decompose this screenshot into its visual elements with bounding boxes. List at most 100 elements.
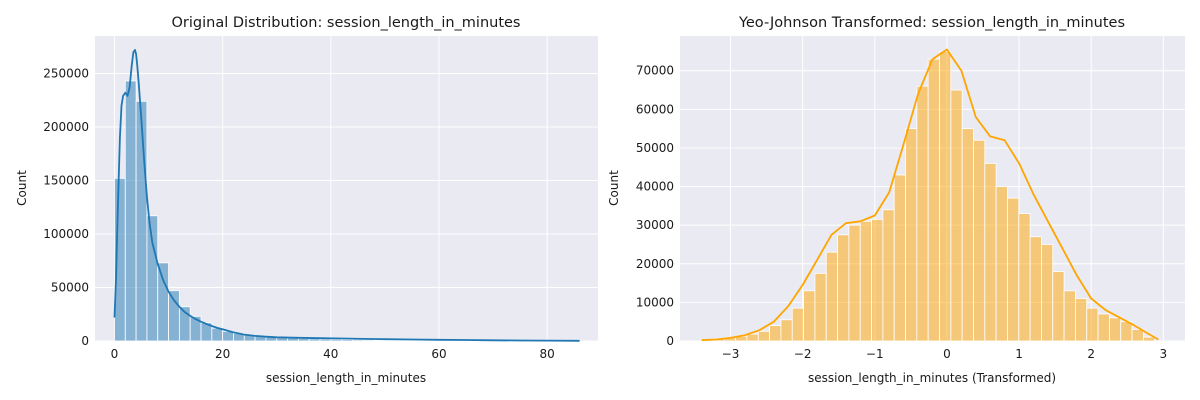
histogram-bar <box>984 163 997 342</box>
histogram-bar <box>882 209 895 342</box>
histogram-bar <box>362 339 375 342</box>
histogram-bar <box>1131 329 1144 342</box>
x-tick-label: 1 <box>1015 347 1023 361</box>
histogram-bar <box>384 339 397 342</box>
histogram-bar <box>825 251 838 342</box>
histogram-bar <box>146 215 159 342</box>
x-tick-label: 2 <box>1087 347 1095 361</box>
histogram-bar <box>871 218 884 342</box>
x-axis-label: session_length_in_minutes <box>266 371 426 385</box>
x-tick-label: 40 <box>323 347 338 361</box>
histogram-bar <box>848 224 861 342</box>
histogram-bar <box>905 128 918 342</box>
histogram-bar <box>927 58 940 342</box>
x-tick-label: −2 <box>794 347 812 361</box>
histogram-bar <box>1120 321 1133 342</box>
x-tick-label: 0 <box>111 347 119 361</box>
histogram-bar <box>1108 317 1122 342</box>
histogram-bar <box>135 100 148 342</box>
y-tick-label: 0 <box>666 334 674 348</box>
histogram-bar <box>939 51 952 342</box>
x-axis-label: session_length_in_minutes (Transformed) <box>808 371 1056 385</box>
y-tick-label: 10000 <box>636 295 674 309</box>
x-tick-labels: 0 20 40 60 80 <box>111 347 555 361</box>
y-tick-label: 20000 <box>636 257 674 271</box>
y-tick-label: 50000 <box>636 141 674 155</box>
histogram-bar <box>1142 336 1156 342</box>
axes-background <box>95 36 598 341</box>
histogram-bar <box>814 273 827 342</box>
y-tick-label: 0 <box>81 334 89 348</box>
histogram-bar <box>837 234 850 342</box>
histogram-bar <box>1097 313 1110 342</box>
y-axis-label: Count <box>15 170 29 206</box>
kde-line <box>701 48 1159 342</box>
y-tick-label: 50000 <box>51 280 89 294</box>
y-tick-label: 40000 <box>636 180 674 194</box>
histogram-bar <box>1075 298 1088 342</box>
x-tick-label: 20 <box>215 347 230 361</box>
histogram-bar <box>803 290 816 342</box>
histogram-bar <box>319 338 332 342</box>
histogram-bars <box>701 51 1156 342</box>
histogram-bar <box>211 327 224 342</box>
y-axis-label: Count <box>607 170 621 206</box>
histogram-bar <box>1007 197 1020 342</box>
histogram-bar <box>893 174 906 342</box>
x-tick-label: −3 <box>722 347 740 361</box>
y-tick-label: 150000 <box>43 173 89 187</box>
chart-title: Yeo-Johnson Transformed: session_length_… <box>738 15 1125 31</box>
histogram-bar <box>373 339 386 342</box>
histogram-bar <box>950 89 963 342</box>
kde-curve <box>701 48 1159 342</box>
histogram-bar <box>780 319 793 342</box>
y-tick-label: 100000 <box>43 227 89 241</box>
histogram-bar <box>973 139 986 342</box>
histogram-bar <box>1018 213 1031 342</box>
y-tick-label: 200000 <box>43 120 89 134</box>
histogram-bar <box>330 338 343 342</box>
histogram-bar <box>341 339 353 342</box>
chart-yeo-johnson-transformed: −3 −2 −1 0 1 2 3 0 10000 20000 30000 40000 50000 600… <box>607 15 1185 385</box>
histogram-bar <box>1041 244 1054 342</box>
histogram-bar <box>961 128 974 342</box>
histogram-bar <box>916 85 929 342</box>
chart-title: Original Distribution: session_length_in… <box>172 15 521 31</box>
histogram-bar <box>859 220 872 342</box>
y-tick-labels: 0 50000 100000 150000 200000 250000 <box>43 66 89 348</box>
histogram-bar <box>157 262 169 342</box>
histogram-bar <box>757 330 771 342</box>
chart-original-distribution: 0 20 40 60 80 0 50000 100000 150000 200000 250000… <box>15 15 598 385</box>
histogram-bar <box>995 186 1008 342</box>
y-tick-label: 70000 <box>636 64 674 78</box>
histogram-bar <box>1086 307 1099 342</box>
histogram-bar <box>297 338 310 342</box>
histogram-bar <box>406 340 418 342</box>
x-tick-label: 3 <box>1160 347 1168 361</box>
x-tick-labels: −3 −2 −1 0 1 2 3 <box>722 347 1168 361</box>
kde-line <box>113 49 580 342</box>
kde-curve <box>113 49 580 342</box>
y-tick-label: 30000 <box>636 218 674 232</box>
histogram-bars <box>114 80 581 342</box>
grid-lines <box>95 36 598 342</box>
y-tick-label: 60000 <box>636 102 674 116</box>
histogram-bar <box>308 338 321 342</box>
histogram-bar <box>395 339 407 342</box>
histogram-bar <box>1029 236 1042 342</box>
histogram-bar <box>746 333 759 342</box>
y-tick-labels: 0 10000 20000 30000 40000 50000 60000 70000 <box>636 64 674 348</box>
y-tick-label: 250000 <box>43 66 89 80</box>
histogram-bar <box>168 290 180 342</box>
x-tick-label: 60 <box>431 347 446 361</box>
x-tick-label: −1 <box>866 347 884 361</box>
histogram-bar <box>791 307 804 342</box>
x-tick-label: 80 <box>540 347 555 361</box>
histogram-bar <box>352 339 364 342</box>
histogram-bar <box>1052 271 1065 342</box>
histogram-bar <box>769 325 782 342</box>
histogram-bar <box>124 80 137 342</box>
x-tick-label: 0 <box>943 347 951 361</box>
histogram-bar <box>1063 290 1076 342</box>
